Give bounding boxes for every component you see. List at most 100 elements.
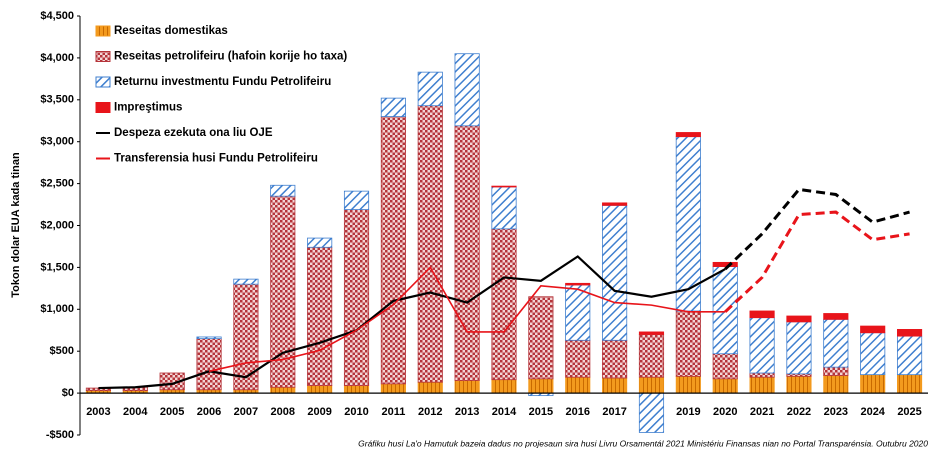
y-tick-label: $1,500 [40, 261, 74, 273]
bar-segment [528, 296, 554, 380]
legend-label: Reseitas domestikas [114, 25, 228, 37]
x-tick-label: 2014 [492, 406, 517, 418]
bar-segment [491, 228, 517, 381]
bar-segment [196, 336, 222, 340]
bar-segment [712, 353, 738, 380]
x-tick-label: 2004 [123, 406, 148, 418]
bar-segment [343, 385, 370, 394]
x-tick-label: 2016 [565, 406, 589, 418]
bar-segment [602, 202, 628, 206]
legend-swatch [95, 102, 111, 113]
x-tick-label: 2020 [713, 406, 737, 418]
x-tick-label: 2008 [271, 406, 295, 418]
bar-segment [454, 53, 480, 127]
x-tick-label: 2015 [529, 406, 553, 418]
y-tick-label: $0 [62, 387, 74, 399]
x-tick-label: 2025 [897, 406, 921, 418]
x-tick-label: 2009 [307, 406, 331, 418]
bar-segment [749, 317, 775, 374]
line [98, 255, 726, 390]
bar-segment [638, 331, 665, 335]
legend-swatch [95, 76, 111, 88]
bar-segment [380, 97, 406, 117]
legend-label: Returnu investmentu Fundu Petrolifeiru [114, 76, 331, 88]
y-tick-label: $500 [50, 345, 74, 357]
line [208, 266, 726, 373]
bar-segment [417, 381, 443, 394]
bar-segment [638, 392, 665, 433]
x-tick-label: 2021 [750, 406, 774, 418]
x-tick-label: 2003 [86, 406, 110, 418]
x-tick-label: 2017 [602, 406, 626, 418]
legend: Reseitas domestikas Reseitas petrolifeiru… [95, 25, 347, 165]
y-axis-label: Tokon dolar EUA kada tinan [10, 152, 22, 298]
bar-segment [417, 71, 443, 107]
bar-segment [233, 278, 259, 285]
line-projected [724, 187, 910, 271]
bar-segment [307, 237, 333, 248]
y-tick-label: -$500 [46, 429, 74, 441]
legend-label: Transferensia husi Fundu Petrolifeiru [114, 153, 318, 165]
bar-segment [159, 372, 185, 391]
bar-segment [749, 310, 775, 319]
bar-segment [675, 136, 701, 312]
bar-segment [675, 310, 701, 377]
y-tick-label: $3,500 [40, 94, 74, 106]
bar-segment [196, 338, 222, 391]
bar-segment [565, 282, 591, 286]
y-tick-label: $2,000 [40, 219, 74, 231]
legend-label: Despeza ezekuta ona liu OJE [114, 127, 273, 139]
bar-segment [675, 132, 701, 138]
bar-segment [896, 335, 923, 376]
y-tick-label: $4,500 [40, 10, 74, 22]
bar-segment [454, 380, 480, 394]
bar-segment [896, 374, 923, 394]
x-tick-label: 2022 [787, 406, 811, 418]
bar-segment [491, 379, 517, 394]
y-tick-label: $4,000 [40, 52, 74, 64]
bar-segment [343, 209, 370, 386]
bar-segment [565, 339, 591, 378]
bar-segment [270, 184, 296, 197]
bar-segment [233, 283, 259, 391]
legend-label: Reseitas petrolifeiru (hafoin korije ho … [114, 51, 347, 63]
bar-segment [823, 366, 849, 376]
bar-segment [307, 246, 333, 386]
x-tick-label: 2005 [160, 406, 184, 418]
bar-segment [896, 329, 923, 337]
bar-segment [786, 315, 812, 323]
bar-segment [712, 261, 738, 267]
x-tick-label: 2011 [381, 406, 405, 418]
bar-segment [565, 376, 591, 394]
x-tick-label: 2019 [676, 406, 700, 418]
bar-segment [343, 190, 370, 210]
bar-segment [860, 374, 886, 394]
x-tick-label: 2006 [197, 406, 221, 418]
bar-segment [380, 116, 406, 385]
bar-segment [85, 387, 112, 391]
bar-segment [638, 334, 665, 378]
bar-segment [823, 375, 849, 394]
bar-segment [491, 185, 517, 188]
footnote: Gráfiku husi La'o Hamutuk bazeia dadus n… [358, 438, 928, 448]
bar-segment [454, 125, 480, 381]
bar-segment [602, 204, 628, 341]
bar-segment [417, 105, 443, 383]
y-tick-label: $1,000 [40, 303, 74, 315]
line-projected [724, 210, 910, 313]
x-tick-label: 2010 [344, 406, 368, 418]
bar-segment [749, 372, 775, 378]
legend-swatch [95, 51, 111, 62]
legend-swatch [95, 25, 111, 37]
bar-segment [786, 375, 812, 394]
x-tick-label: 2012 [418, 406, 442, 418]
bar-segment [380, 383, 406, 394]
bar-segment [270, 386, 296, 394]
bar-segment [860, 332, 886, 376]
x-tick-label: 2023 [824, 406, 848, 418]
legend-label: Impreştimus [114, 102, 182, 114]
bar-segment [565, 284, 591, 341]
bar-segment [786, 321, 812, 375]
x-tick-label: 2013 [455, 406, 479, 418]
